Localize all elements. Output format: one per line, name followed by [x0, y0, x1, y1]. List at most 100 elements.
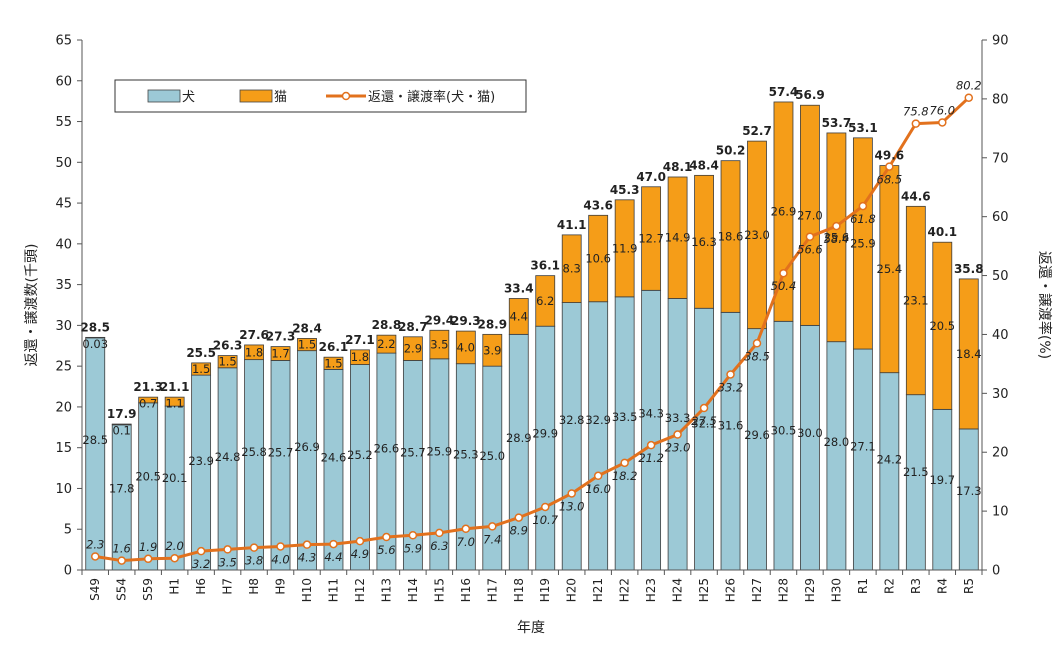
bar-dog — [958, 428, 979, 571]
cat-value-label: 1.8 — [245, 345, 263, 359]
rate-value-label: 4.9 — [351, 547, 369, 561]
bar-dog — [270, 360, 291, 571]
x-tick-label: H12 — [353, 578, 367, 602]
cat-value-label: 1.5 — [192, 362, 210, 376]
bar-dog — [588, 301, 609, 571]
x-tick-label: H27 — [750, 578, 764, 602]
dog-value-label: 17.3 — [956, 484, 982, 498]
legend-label-rate: 返還・譲渡率(犬・猫) — [368, 89, 495, 105]
rate-marker — [858, 201, 868, 211]
bar-dog — [773, 320, 794, 571]
bar-cat — [402, 336, 423, 361]
rate-marker — [408, 531, 418, 540]
bar-dog — [244, 359, 264, 571]
rate-marker — [673, 430, 682, 439]
bar-cat — [482, 333, 503, 367]
rate-value-label: 56.6 — [797, 243, 823, 257]
cat-value-label: 25.9 — [850, 236, 876, 250]
cat-value-label: 4.0 — [457, 340, 475, 354]
bar-dog — [217, 367, 238, 571]
total-label: 25.5 — [186, 346, 216, 360]
total-label: 56.9 — [795, 88, 825, 102]
rate-value-label: 1.9 — [139, 540, 157, 554]
rate-value-label: 7.0 — [457, 535, 475, 549]
bar-cat — [429, 329, 450, 360]
total-label: 29.3 — [451, 314, 481, 328]
bar-dog — [826, 341, 847, 571]
dog-value-label: 33.3 — [665, 411, 691, 425]
axes-group: 0 5 10 15 20 25 30 35 40 45 50 55 60 65 0 10 20 30 40 50 60 7… — [55, 34, 1008, 603]
dog-value-label: 25.2 — [347, 448, 373, 462]
rate-marker — [779, 268, 788, 278]
rate-value-label: 33.2 — [718, 380, 744, 394]
x-tick-label: H6 — [194, 578, 208, 595]
dog-value-label: 24.2 — [877, 452, 903, 466]
dog-value-label: 25.3 — [453, 447, 479, 461]
bar-dog — [932, 408, 953, 571]
dog-value-label: 25.7 — [400, 446, 426, 460]
y2-tick-label: 10 — [992, 505, 1009, 520]
total-label: 27.3 — [266, 330, 296, 344]
bar-dog — [720, 311, 741, 571]
x-tick-label: H13 — [379, 578, 393, 602]
x-tick-label: H30 — [829, 578, 843, 602]
rate-marker — [276, 542, 285, 551]
x-tick-label: H23 — [644, 578, 658, 602]
cat-value-label: 27.0 — [797, 208, 823, 222]
y-tick-label: 65 — [55, 34, 72, 49]
cat-value-label: 25.6 — [824, 230, 850, 244]
bar-cat — [588, 214, 609, 303]
rate-value-label: 75.8 — [903, 105, 929, 119]
dog-value-label: 25.7 — [268, 446, 294, 460]
rate-marker — [805, 232, 815, 241]
total-label: 48.1 — [663, 160, 693, 174]
dog-value-label: 28.9 — [506, 431, 532, 445]
y-tick-label: 5 — [64, 523, 72, 538]
rate-value-label: 50.4 — [771, 279, 797, 293]
x-tick-label: H15 — [432, 578, 446, 602]
total-label: 26.1 — [319, 340, 349, 354]
bar-cat — [323, 356, 344, 370]
cat-value-label: 1.5 — [218, 355, 236, 369]
bar-cat — [455, 330, 476, 365]
rate-value-label: 2.3 — [86, 537, 104, 551]
total-label: 28.4 — [292, 321, 322, 335]
y-tick-label: 10 — [55, 482, 72, 497]
total-label: 43.6 — [583, 198, 613, 212]
cat-value-label: 0.7 — [139, 397, 157, 411]
cat-value-label: 16.3 — [691, 235, 717, 249]
bar-cat — [508, 298, 529, 335]
rate-marker — [329, 539, 338, 549]
bar-dog — [535, 325, 556, 571]
dog-value-label: 34.3 — [638, 406, 664, 420]
bar-cat — [350, 349, 370, 365]
x-tick-label: H9 — [274, 578, 288, 595]
bar-cat — [111, 423, 132, 426]
x-tick-label: R4 — [935, 578, 949, 594]
rate-value-label: 8.9 — [510, 524, 528, 538]
rate-marker — [911, 119, 921, 128]
bar-cat — [667, 176, 688, 299]
dog-value-label: 33.5 — [612, 410, 638, 424]
bar-dog — [641, 289, 662, 571]
x-tick-label: H29 — [803, 578, 817, 602]
rate-value-label: 4.0 — [271, 552, 289, 566]
dog-value-label: 17.8 — [109, 482, 135, 496]
dog-value-label: 26.9 — [294, 440, 320, 454]
x-tick-label: S54 — [115, 578, 129, 601]
rate-marker — [302, 540, 312, 549]
bar-cat — [852, 137, 873, 350]
cat-value-label: 18.6 — [718, 230, 744, 244]
cat-value-label: 1.5 — [298, 338, 316, 352]
bar-cat — [826, 132, 847, 343]
y-axis-title: 返還・譲渡数(千頭) — [24, 244, 40, 367]
x-tick-label: H20 — [565, 578, 579, 602]
legend-swatch-cat — [239, 89, 273, 103]
dog-value-label: 26.6 — [374, 442, 400, 456]
rate-value-label: 21.2 — [638, 451, 664, 465]
cat-value-label: 2.9 — [404, 342, 422, 356]
legend-label-dog: 犬 — [182, 90, 195, 105]
rate-value-label: 2.0 — [165, 539, 183, 553]
dog-value-label: 20.1 — [162, 471, 188, 485]
